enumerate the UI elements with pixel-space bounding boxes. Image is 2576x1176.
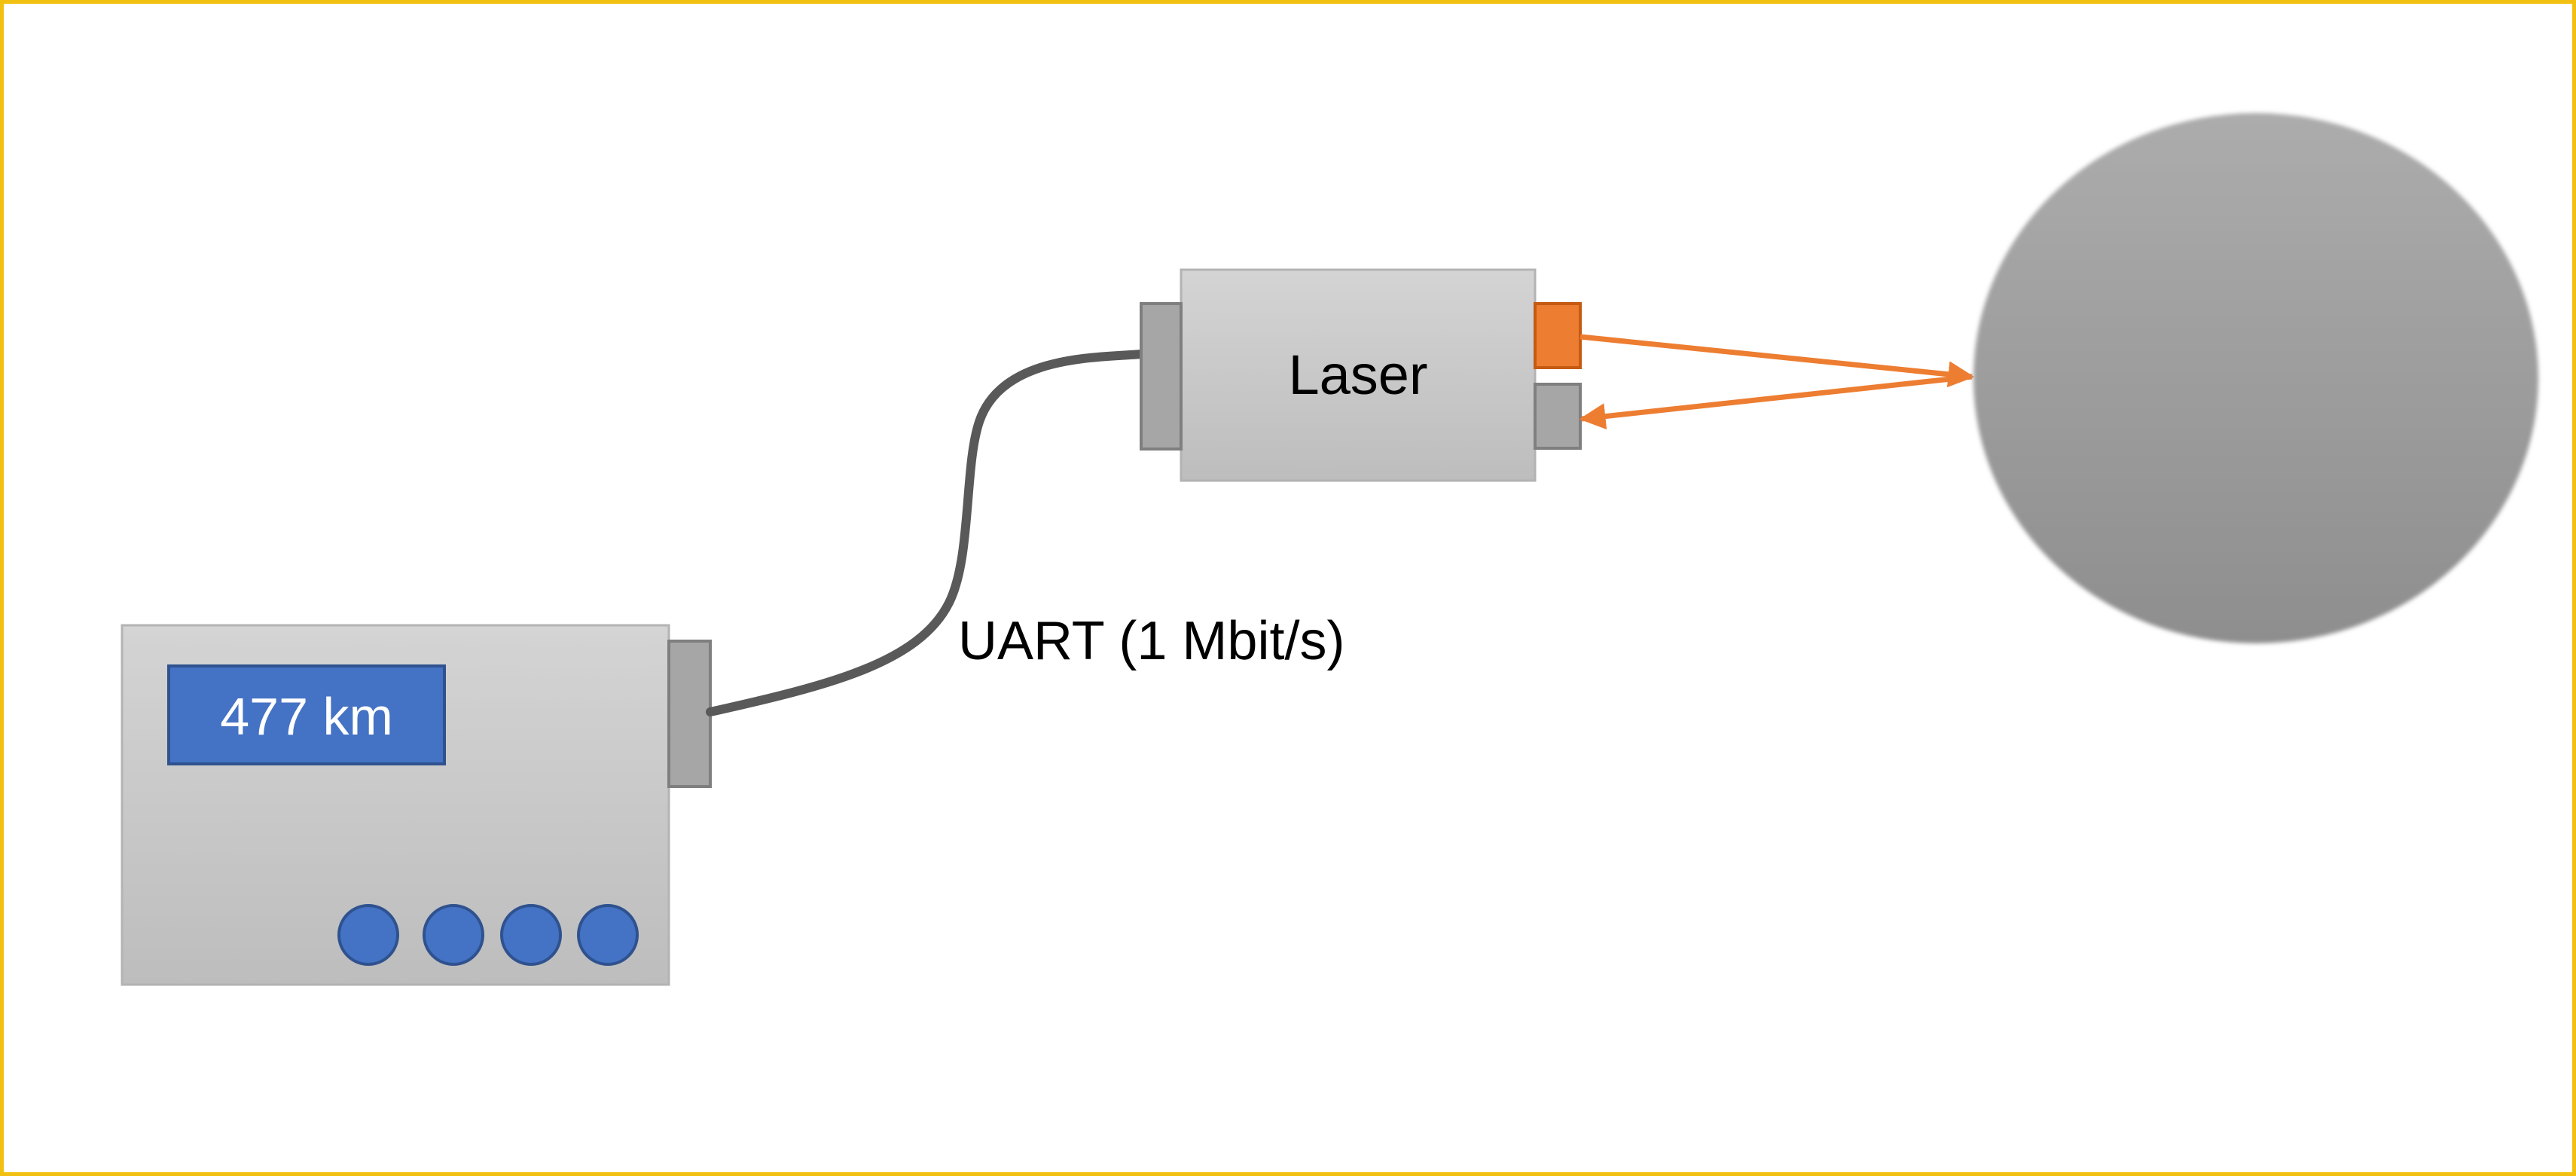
controller-unit: 477 km [121,624,712,986]
laser-receiver [1534,383,1582,450]
return-beam-arrow [1579,374,1973,430]
control-button-1[interactable] [337,904,399,966]
control-button-2[interactable] [423,904,484,966]
control-button-4[interactable] [577,904,639,966]
laser-input-connector [1140,302,1183,451]
laser-module: Laser [1140,268,1582,482]
control-button-3[interactable] [500,904,562,966]
uart-cable-label: UART (1 Mbit/s) [958,611,1344,671]
laser-body [1180,268,1537,482]
laser-emitter [1534,302,1582,369]
outgoing-beam-arrow [1579,334,1975,388]
distance-display-text: 477 km [220,687,393,746]
target-object [1973,113,2538,643]
distance-display [167,664,446,765]
controller-connector [667,640,712,788]
laser-label: Laser [1288,344,1427,406]
uart-cable [706,350,1146,716]
